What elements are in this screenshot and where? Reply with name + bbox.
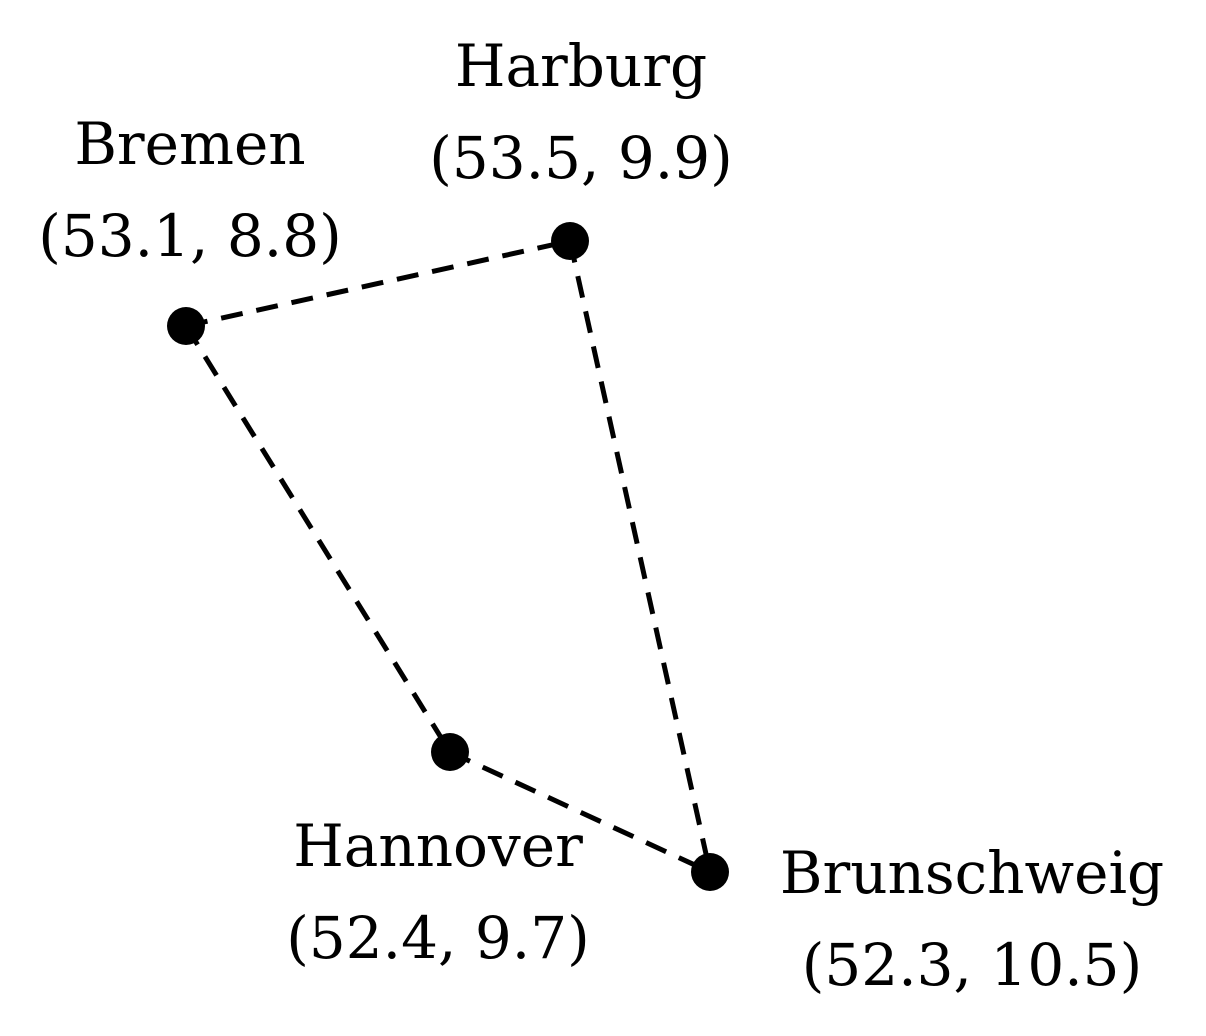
edge-bremen-harburg — [185, 238, 571, 329]
label-harburg-name: Harburg — [455, 32, 707, 100]
route-edges — [183, 238, 713, 875]
node-brunschweig — [691, 853, 729, 891]
node-bremen — [167, 307, 205, 345]
label-hannover-coords: (52.4, 9.7) — [286, 904, 590, 972]
city-labels: Bremen (53.1, 8.8) Harburg (53.5, 9.9) H… — [38, 32, 1164, 999]
city-nodes — [167, 222, 729, 891]
edge-hannover-brunschweig — [448, 749, 712, 875]
label-bremen-coords: (53.1, 8.8) — [38, 202, 342, 270]
edge-bremen-hannover — [183, 324, 453, 754]
node-harburg — [551, 222, 589, 260]
label-harburg-coords: (53.5, 9.9) — [429, 124, 733, 192]
label-brunschweig-coords: (52.3, 10.5) — [802, 931, 1142, 999]
edge-harburg-brunschweig — [567, 240, 713, 873]
label-brunschweig-name: Brunschweig — [780, 839, 1164, 907]
node-hannover — [431, 733, 469, 771]
label-hannover-name: Hannover — [293, 812, 583, 880]
label-bremen-name: Bremen — [74, 110, 305, 178]
